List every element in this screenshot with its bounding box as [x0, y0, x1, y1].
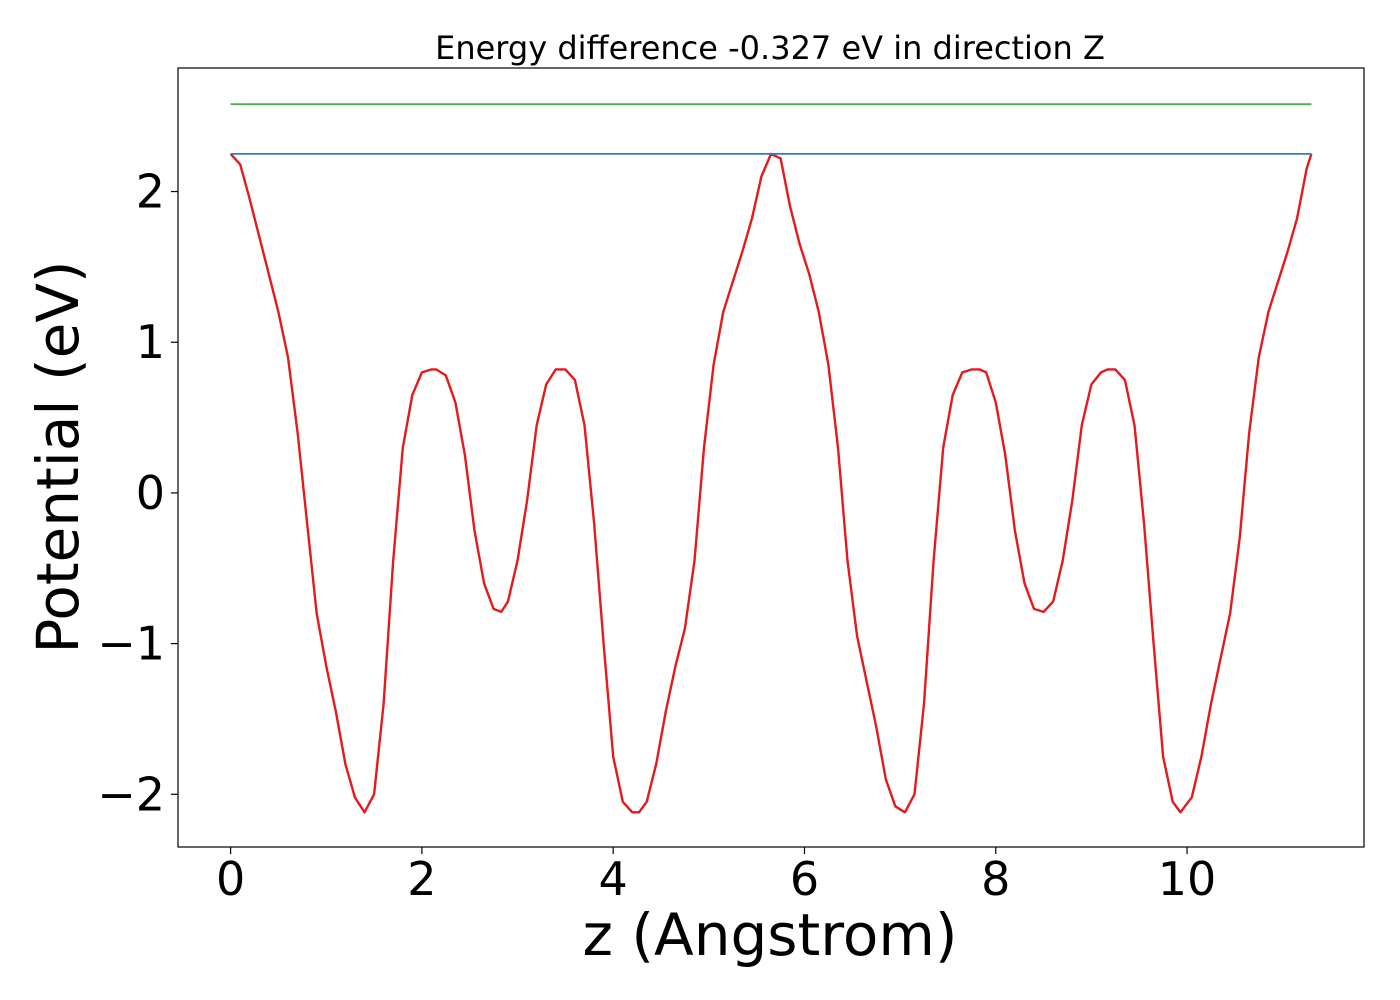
x-tick-label: 4 [599, 852, 628, 906]
plot-area-frame [177, 67, 1365, 848]
x-tick-label: 0 [216, 852, 245, 906]
x-tick-label: 8 [981, 852, 1010, 906]
x-tick-label: 10 [1158, 852, 1217, 906]
x-tick-label: 6 [790, 852, 819, 906]
x-axis: 0 2 4 6 8 10 [216, 847, 1216, 906]
y-tick-label: 1 [136, 315, 165, 369]
x-axis-label: z (Angstrom) [583, 901, 958, 969]
chart-title: Energy difference -0.327 eV in direction… [435, 29, 1105, 67]
x-tick-label: 2 [407, 852, 436, 906]
y-tick-label: −1 [97, 617, 165, 671]
y-tick-label: 0 [136, 466, 165, 520]
series-layer [229, 103, 1313, 814]
y-tick-label: 2 [136, 165, 165, 219]
series-line-0 [229, 152, 1313, 814]
y-axis: −2 −1 0 1 2 [97, 165, 178, 821]
y-tick-label: −2 [97, 767, 165, 821]
y-axis-label: Potential (eV) [24, 260, 92, 653]
